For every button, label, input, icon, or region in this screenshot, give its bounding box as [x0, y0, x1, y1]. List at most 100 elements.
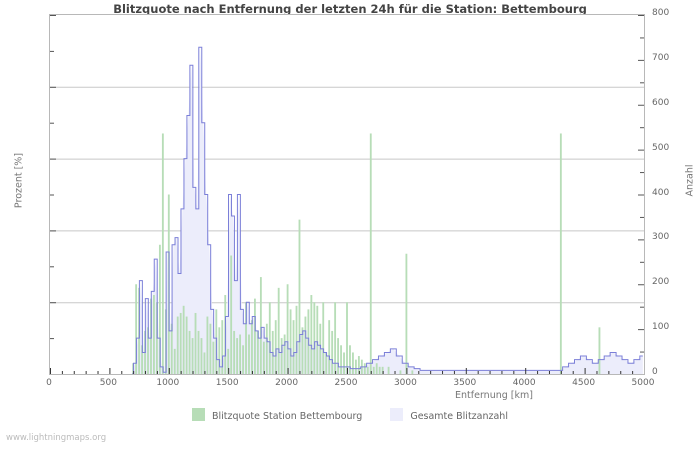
y-axis-left-label: Prozent [%]	[13, 152, 25, 209]
bar	[194, 312, 197, 374]
bar	[141, 345, 143, 374]
y-right-tick-label: 600	[652, 97, 670, 108]
bar	[161, 133, 164, 374]
bar	[301, 327, 304, 374]
bar	[147, 327, 149, 374]
bar	[411, 370, 414, 374]
x-tick-label: 2500	[334, 378, 358, 388]
bar	[203, 352, 206, 374]
y-right-tick-label: 300	[652, 232, 670, 243]
x-tick-label: 4500	[572, 378, 596, 388]
bar	[197, 330, 200, 374]
bar	[158, 244, 161, 374]
bar	[236, 338, 239, 374]
y-right-tick-label: 400	[652, 187, 670, 198]
bar	[292, 320, 295, 374]
bar	[286, 284, 289, 374]
bar	[182, 305, 185, 374]
bar	[328, 320, 331, 374]
bar	[191, 338, 194, 374]
bar	[349, 345, 351, 374]
x-tick-label: 5000	[631, 378, 655, 388]
bar	[598, 327, 601, 374]
bar	[322, 302, 325, 374]
x-tick-label: 500	[99, 378, 117, 388]
bar	[242, 345, 244, 374]
bar	[230, 255, 233, 374]
bar	[206, 316, 209, 374]
bar	[313, 302, 316, 374]
legend-label: Blitzquote Station Bettembourg	[212, 411, 363, 422]
bar	[346, 302, 348, 374]
x-tick-label: 2000	[275, 378, 299, 388]
bar	[280, 338, 283, 374]
bar	[268, 302, 271, 374]
legend-total[interactable]: Gesamte Blitzanzahl	[390, 408, 508, 422]
bar	[248, 334, 250, 374]
station-quote-bars	[132, 133, 601, 374]
y-right-tick-label: 100	[652, 322, 670, 333]
bar	[295, 305, 298, 374]
bar	[254, 298, 256, 374]
bar	[337, 338, 340, 374]
total-strikes-area	[131, 47, 643, 374]
bar	[259, 277, 262, 374]
bar	[176, 316, 179, 374]
bar	[399, 370, 402, 374]
bar	[239, 334, 241, 374]
bar	[209, 323, 212, 374]
bar	[265, 323, 268, 374]
bar	[363, 363, 366, 374]
bar	[185, 316, 188, 374]
bar	[221, 320, 224, 374]
bar	[283, 334, 286, 374]
bar	[387, 366, 390, 374]
bar	[173, 348, 176, 374]
bar	[304, 316, 307, 374]
bar	[218, 327, 221, 374]
bar	[378, 366, 381, 374]
bar	[381, 366, 384, 374]
bar	[559, 133, 562, 374]
bar	[245, 302, 247, 374]
bar	[262, 341, 265, 374]
legend-swatch-icon	[390, 408, 404, 421]
bar	[188, 330, 191, 374]
x-tick-label: 1500	[215, 378, 239, 388]
bar	[233, 330, 236, 374]
bar	[331, 330, 334, 374]
legend-label: Gesamte Blitzanzahl	[410, 411, 508, 422]
y-right-tick-label: 800	[652, 8, 670, 18]
bar	[298, 219, 301, 374]
y-right-tick-label: 500	[652, 142, 670, 153]
x-tick-label: 4000	[512, 378, 536, 388]
footer-watermark: www.lightningmaps.org	[6, 433, 107, 443]
bar	[357, 356, 360, 374]
total-strikes-line	[131, 46, 643, 374]
x-tick-label: 3000	[393, 378, 417, 388]
bar	[179, 312, 182, 374]
y-right-tick-label: 700	[652, 52, 670, 63]
bar	[316, 305, 319, 374]
bar	[289, 309, 292, 374]
bar	[277, 287, 280, 374]
bar	[340, 345, 342, 374]
y-right-tick-label: 200	[652, 277, 670, 288]
bar	[334, 302, 337, 374]
bar	[153, 295, 155, 374]
page-title: Blitzquote nach Entfernung der letzten 2…	[113, 2, 587, 16]
chart-legend: Blitzquote Station Bettembourg Gesamte Bl…	[0, 408, 700, 422]
bar	[227, 348, 230, 374]
x-axis-label: Entfernung [km]	[455, 390, 533, 401]
chart-canvas	[50, 15, 644, 374]
bar	[274, 320, 277, 374]
x-tick-label: 1000	[156, 378, 180, 388]
bar	[212, 341, 215, 374]
bar	[352, 352, 354, 374]
plot-area	[49, 14, 645, 375]
legend-quote[interactable]: Blitzquote Station Bettembourg	[192, 408, 362, 422]
legend-swatch-icon	[192, 408, 206, 421]
bar	[372, 366, 375, 374]
y-right-tick-label: 0	[652, 367, 658, 377]
bar	[256, 330, 259, 374]
